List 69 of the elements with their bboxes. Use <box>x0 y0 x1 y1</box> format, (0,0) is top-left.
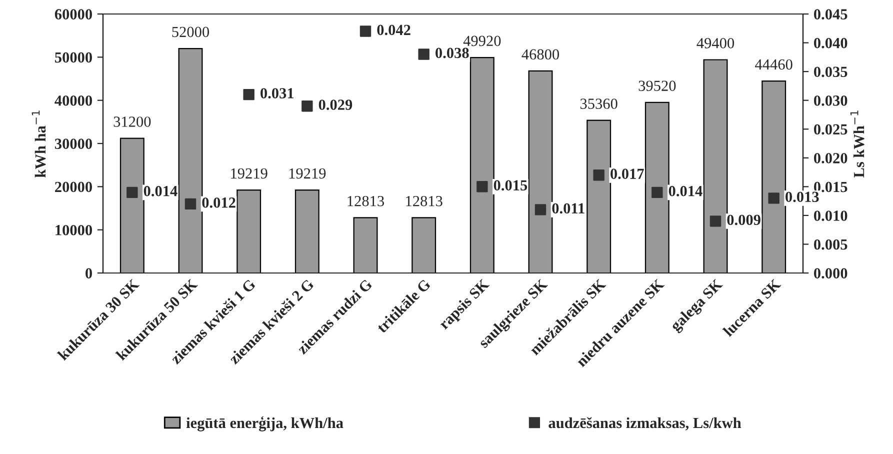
bar <box>120 138 144 273</box>
y-tick-label: 0 <box>86 268 92 278</box>
data-label: 0.031 <box>260 88 294 98</box>
data-label: 0.029 <box>318 100 352 110</box>
data-label: 31200 <box>114 116 151 127</box>
data-label: 12813 <box>348 196 384 206</box>
bar <box>353 217 378 273</box>
bar <box>236 189 262 273</box>
data-label: 0.011 <box>552 203 584 214</box>
point <box>360 26 372 37</box>
data-label: 46800 <box>522 49 560 60</box>
point <box>184 198 196 210</box>
point <box>534 204 546 216</box>
point <box>243 88 254 100</box>
bar <box>703 59 728 273</box>
point <box>652 186 663 198</box>
y-tick-label: 10000 <box>56 224 92 236</box>
y-tick-label: 50000 <box>55 52 92 63</box>
data-label: 0.009 <box>727 214 760 226</box>
y-tick-label: 30000 <box>54 138 92 149</box>
data-label: 19219 <box>231 168 268 179</box>
data-label: 0.012 <box>202 197 236 208</box>
data-label: 0.014 <box>144 186 178 196</box>
data-label: 52000 <box>172 26 210 38</box>
point <box>302 100 313 112</box>
bar <box>412 217 436 273</box>
data-label: 19219 <box>289 168 326 179</box>
y2-tick-label: 0.020 <box>814 153 848 164</box>
y2-axis-title: Ls kWh$^{−1}$ <box>850 110 864 178</box>
point <box>418 48 430 60</box>
data-label: 49400 <box>696 38 734 48</box>
y-tick-label: 60000 <box>54 9 92 20</box>
bar <box>644 102 670 273</box>
y2-tick-label: 0.015 <box>814 182 848 192</box>
data-label: 0.017 <box>610 168 644 180</box>
bar <box>470 56 494 273</box>
data-label: 0.013 <box>786 192 819 202</box>
data-label: 49920 <box>463 36 501 46</box>
y2-tick-label: 0.040 <box>814 38 848 48</box>
bar <box>178 48 203 273</box>
point <box>710 216 722 227</box>
y2-tick-label: 0.005 <box>814 239 848 250</box>
y2-tick-label: 0.000 <box>814 268 848 279</box>
data-label: 39520 <box>638 80 676 91</box>
y2-tick-label: 0.030 <box>814 95 848 106</box>
y2-tick-label: 0.035 <box>814 66 848 78</box>
y-tick-label: 40000 <box>54 95 92 106</box>
legend-label: audzēšanas izmaksas, Ls/kwh <box>548 417 742 430</box>
bar <box>762 80 786 273</box>
y2-tick-label: 0.045 <box>814 9 848 20</box>
data-label: 35360 <box>580 98 618 109</box>
point <box>593 170 604 181</box>
y2-tick-label: 0.025 <box>814 124 848 135</box>
data-label: 0.042 <box>377 24 410 36</box>
data-label: 0.014 <box>668 186 702 196</box>
y-tick-label: 20000 <box>55 182 92 192</box>
point <box>126 186 138 198</box>
data-label: 0.015 <box>494 180 528 191</box>
bar <box>528 70 553 273</box>
point <box>768 192 780 204</box>
data-label: 0.038 <box>436 48 469 58</box>
y2-tick-label: 0.010 <box>814 210 848 221</box>
data-label: 44460 <box>755 59 792 70</box>
y-axis-title: kWh ha$^{−1}$ <box>32 110 46 178</box>
legend-label: iegūtā enerģija, kWh/ha <box>186 416 344 432</box>
data-label: 12813 <box>406 196 442 206</box>
bar <box>294 189 320 273</box>
bar <box>586 120 612 273</box>
point <box>476 181 488 192</box>
